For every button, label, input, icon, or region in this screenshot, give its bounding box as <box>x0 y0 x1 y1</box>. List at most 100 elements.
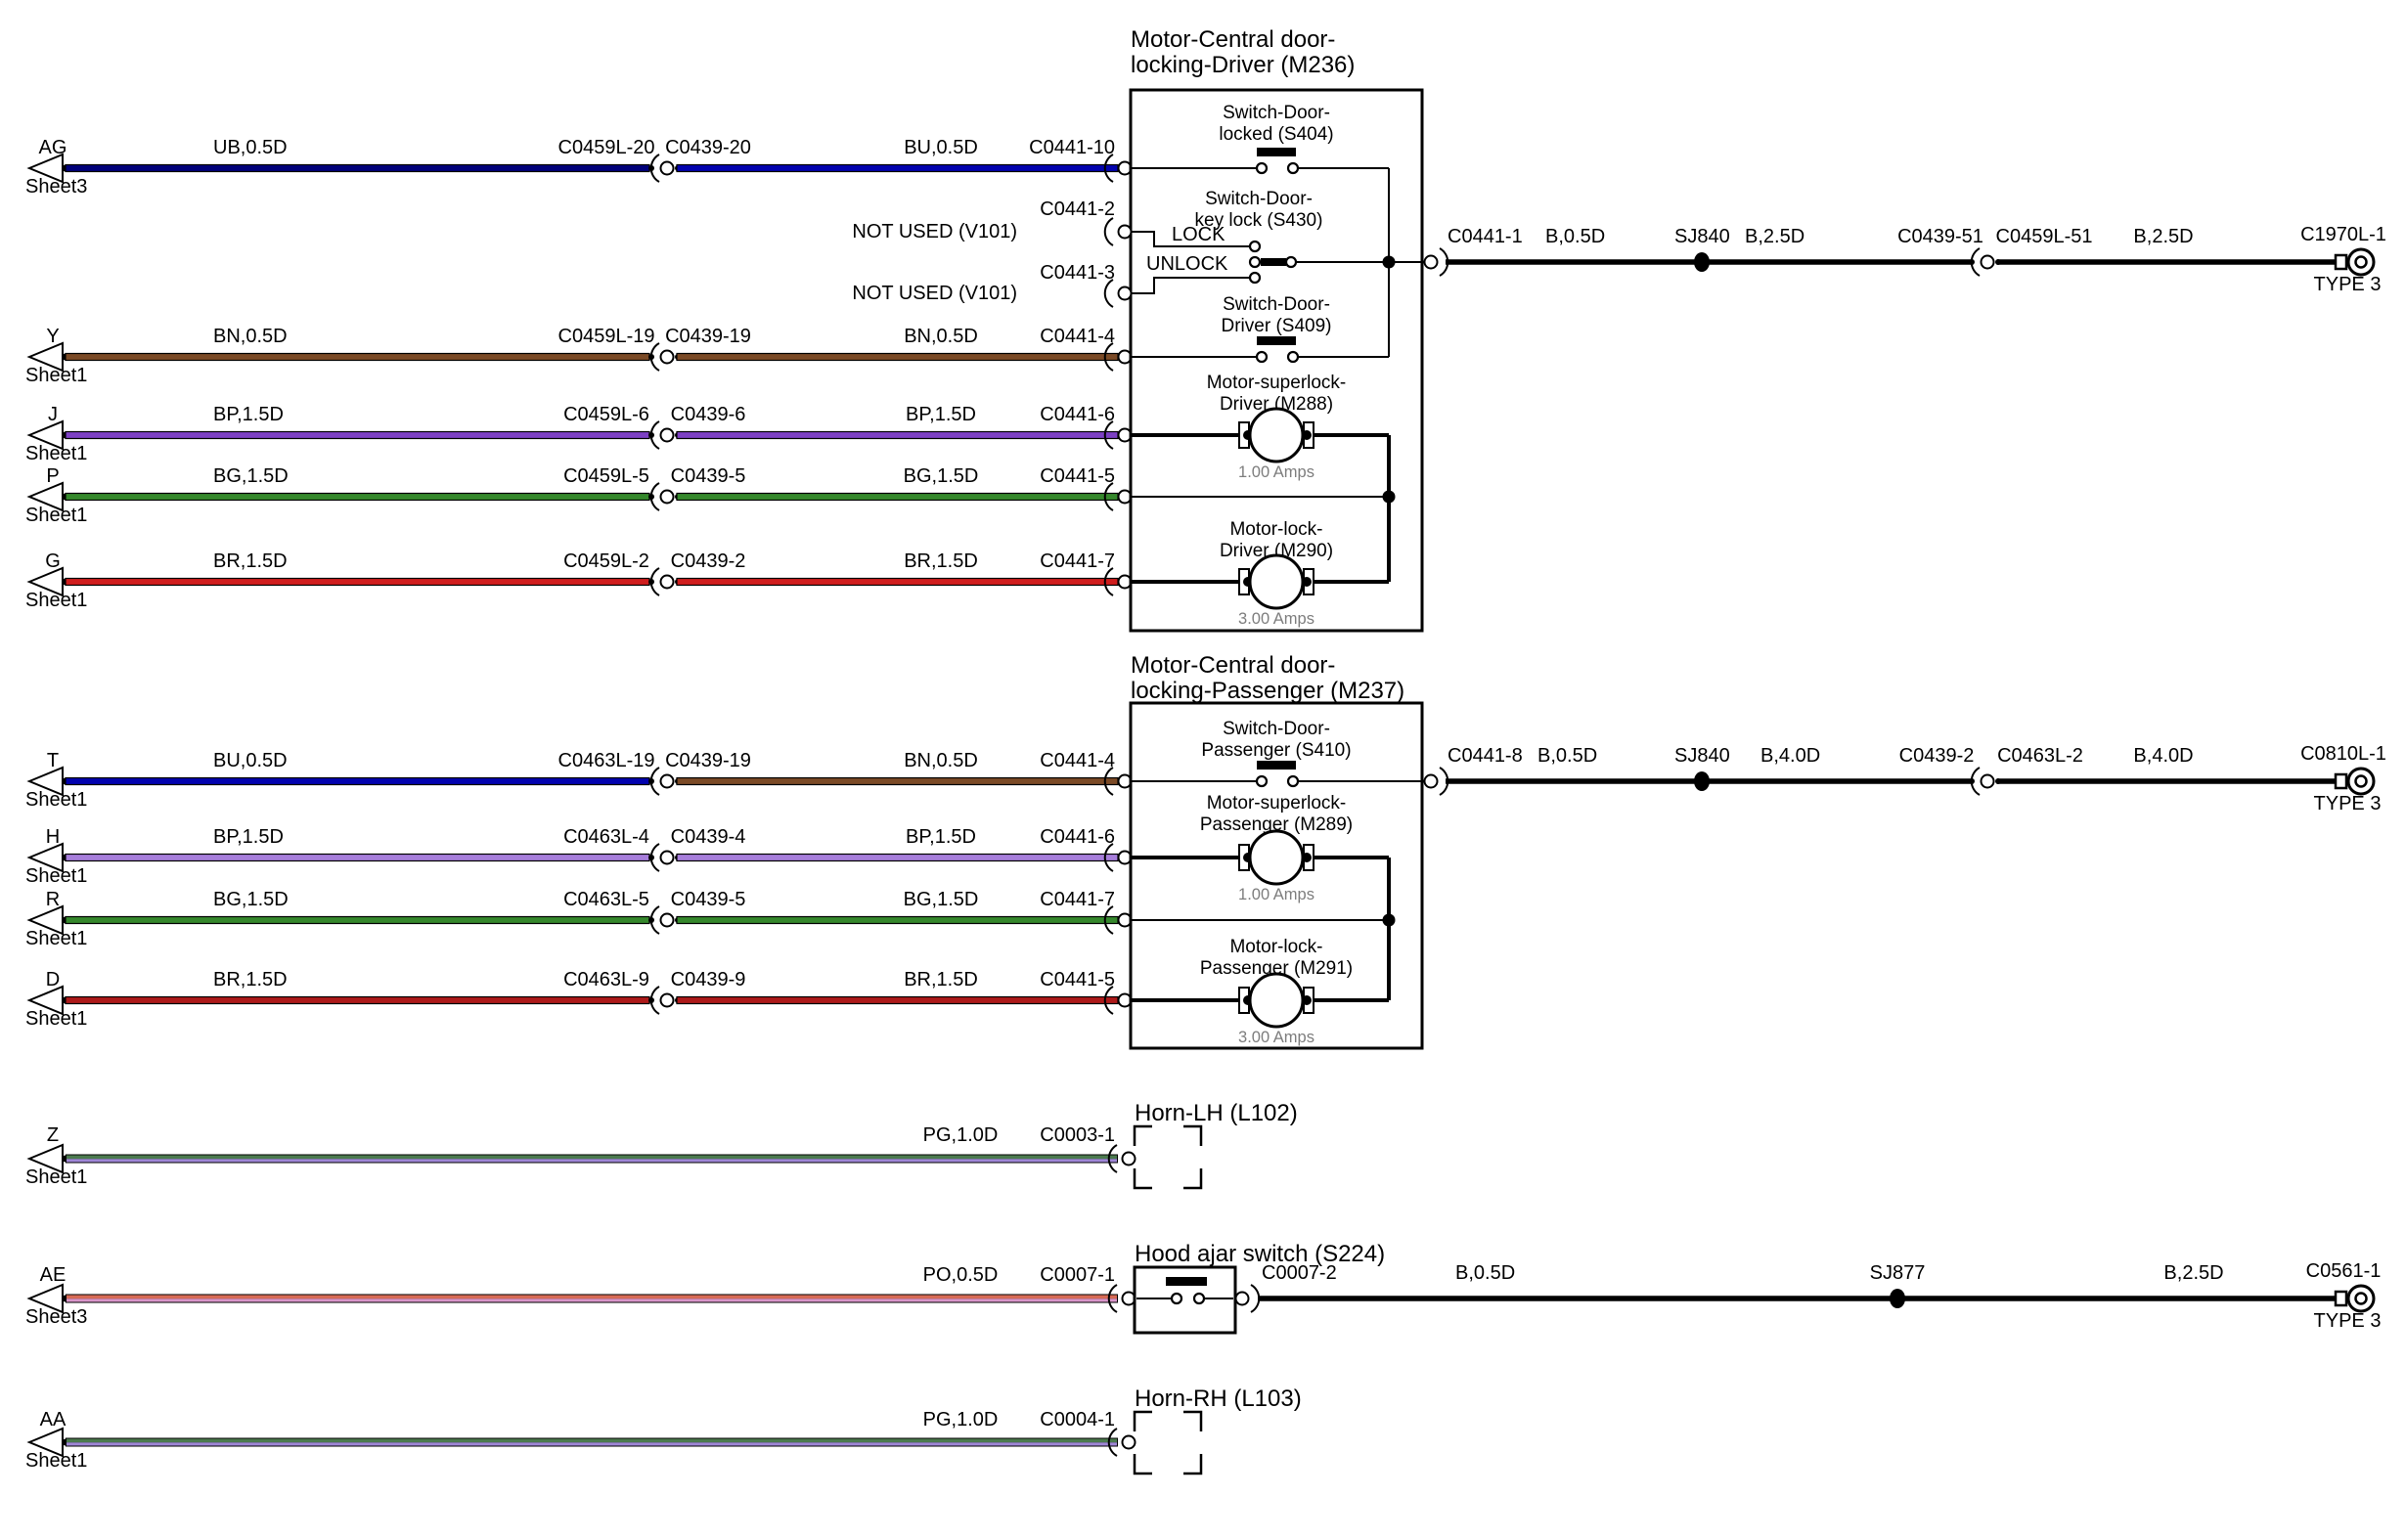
wire-code-label: BU,0.5D <box>213 750 288 771</box>
inline-connector-icon <box>649 482 660 511</box>
horn-box-bracket <box>1133 1124 1152 1146</box>
motor-m291-label: Passenger (M291) <box>1200 958 1353 979</box>
connector-label: C0439-19 <box>665 750 751 771</box>
component-title: Horn-LH (L102) <box>1135 1100 1298 1126</box>
wire-term-label: AE <box>40 1264 67 1286</box>
sheet-label[interactable]: Sheet1 <box>25 1450 87 1472</box>
connector-label: C0463L-2 <box>1997 745 2083 767</box>
pin-terminal-icon <box>1103 154 1114 183</box>
wire-code-label: BU,0.5D <box>904 137 978 158</box>
passenger-ground-line: C0441-8 B,0.5D SJ840 B,4.0D C0439-2 C046… <box>1423 743 2386 814</box>
switch-bar-icon <box>1257 336 1296 345</box>
inline-connector-icon <box>659 489 675 505</box>
ground-type-label: TYPE 3 <box>2314 274 2382 295</box>
lock-label: LOCK <box>1172 224 1225 245</box>
connector-label: C0463L-5 <box>563 889 649 910</box>
wire-code-label: BG,1.5D <box>213 889 289 910</box>
wire-stripe-bottom <box>67 1298 1117 1302</box>
sheet-label[interactable]: Sheet1 <box>25 505 87 526</box>
sheet-label[interactable]: Sheet1 <box>25 590 87 611</box>
wire-term-label: R <box>46 889 60 910</box>
wire-d: D Sheet1 BR,1.5D C0463L-9 C0439-9 BR,1.5… <box>25 969 1133 1030</box>
connector-label: C0459L-51 <box>1996 226 2093 247</box>
switch-bar-icon <box>1166 1277 1207 1286</box>
wire-code-label: B,4.0D <box>1760 745 1820 767</box>
wire-segment <box>676 352 1119 362</box>
wire-term-label: Z <box>47 1124 59 1146</box>
pin-label: C0441-2 <box>1040 198 1115 220</box>
passenger-unit: Motor-Central door- locking-Passenger (M… <box>1129 652 1424 1050</box>
horn-box-bracket <box>1183 1168 1203 1190</box>
wire-segment <box>676 163 1119 173</box>
splice-icon <box>1890 1289 1905 1308</box>
sheet-label[interactable]: Sheet1 <box>25 443 87 464</box>
motor-terminal-dot <box>1302 577 1312 587</box>
switch-s430-label: Switch-Door- <box>1205 189 1313 209</box>
wire-code-label: BR,1.5D <box>213 550 288 572</box>
splice-label: SJ840 <box>1674 226 1730 247</box>
pin-terminal-icon <box>1103 767 1114 796</box>
connector-label: C0463L-19 <box>558 750 655 771</box>
switch-s404-label: locked (S404) <box>1219 124 1333 145</box>
switch-contact-icon <box>1248 240 1262 253</box>
wire-segment <box>65 352 650 362</box>
pin-label: C0441-4 <box>1040 750 1115 771</box>
ground-symbol <box>2354 1292 2368 1305</box>
sheet-label[interactable]: Sheet1 <box>25 865 87 887</box>
splice-icon <box>1694 771 1710 791</box>
inline-connector-icon <box>659 574 675 590</box>
sheet-label[interactable]: Sheet1 <box>25 928 87 949</box>
pin-label: C0441-5 <box>1040 465 1115 487</box>
wire-segment <box>65 163 650 173</box>
sheet-label[interactable]: Sheet1 <box>25 1008 87 1030</box>
component-title: Motor-Central door- <box>1131 652 1335 679</box>
pin-terminal-icon <box>1107 1284 1118 1313</box>
motor-terminal-dot <box>1302 430 1312 440</box>
sheet-label[interactable]: Sheet1 <box>25 789 87 811</box>
inline-connector-icon <box>659 912 675 928</box>
motor-m289-label: Motor-superlock- <box>1207 793 1347 814</box>
pin-label: C0003-1 <box>1040 1124 1115 1146</box>
wire-segment <box>65 776 650 786</box>
pin-terminal-icon <box>1103 567 1114 596</box>
wire-code-label: BR,1.5D <box>213 969 288 990</box>
ground-label: C0561-1 <box>2306 1260 2382 1282</box>
pin-label: C0441-10 <box>1029 137 1115 158</box>
pin-terminal-icon <box>1234 1291 1250 1306</box>
sheet-label[interactable]: Sheet1 <box>25 1166 87 1188</box>
switch-bar-icon <box>1257 148 1296 156</box>
wire-term-label: T <box>47 750 59 771</box>
wire-code-label: UB,0.5D <box>213 137 288 158</box>
inline-connector-icon <box>649 420 660 450</box>
wire-code-label: B,4.0D <box>2133 745 2193 767</box>
sheet-label[interactable]: Sheet3 <box>25 1306 87 1328</box>
wire-segment <box>65 577 650 587</box>
sheet-label[interactable]: Sheet1 <box>25 365 87 386</box>
wire-segment <box>676 776 1119 786</box>
pin-label: C0004-1 <box>1040 1409 1115 1430</box>
pin-terminal-icon <box>1103 279 1114 308</box>
connector-label: C0439-5 <box>671 889 746 910</box>
connector-label: C0459L-20 <box>558 137 655 158</box>
connector-label: C0439-20 <box>665 137 751 158</box>
motor-icon <box>1248 972 1305 1029</box>
pin-terminal-icon <box>1103 905 1114 935</box>
horn-rh: Horn-RH (L103) <box>1133 1386 1302 1475</box>
connector-label: C0439-2 <box>1899 745 1975 767</box>
inline-connector-icon <box>649 342 660 372</box>
ground-type-label: TYPE 3 <box>2314 793 2382 814</box>
pin-label: C0441-4 <box>1040 326 1115 347</box>
horn-box-bracket <box>1183 1454 1203 1475</box>
wire-aa: AA Sheet1 PG,1.0D C0004-1 <box>25 1409 1136 1472</box>
wire-term-label: H <box>46 826 60 848</box>
amps-label: 3.00 Amps <box>1238 610 1314 628</box>
wire-code-label: B,2.5D <box>2163 1262 2223 1284</box>
motor-terminal-dot <box>1302 995 1312 1005</box>
wire-z: Z Sheet1 PG,1.0D C0003-1 <box>25 1124 1136 1188</box>
wire-segment <box>676 915 1119 925</box>
switch-bar-icon <box>1257 761 1296 770</box>
wire-code-label: BR,1.5D <box>904 969 978 990</box>
sheet-label[interactable]: Sheet3 <box>25 176 87 198</box>
pin-label: C0007-1 <box>1040 1264 1115 1286</box>
hood-ajar-switch: Hood ajar switch (S224) C0007-2 B,0.5D S… <box>1133 1241 2382 1335</box>
